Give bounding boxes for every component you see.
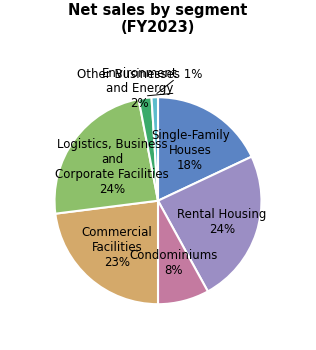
Wedge shape bbox=[158, 97, 252, 201]
Wedge shape bbox=[151, 97, 158, 201]
Wedge shape bbox=[139, 97, 158, 201]
Wedge shape bbox=[158, 157, 261, 292]
Wedge shape bbox=[55, 201, 158, 304]
Wedge shape bbox=[158, 201, 208, 304]
Text: Environment
and Energy
2%: Environment and Energy 2% bbox=[101, 68, 177, 111]
Wedge shape bbox=[55, 99, 158, 214]
Text: Condominiums
8%: Condominiums 8% bbox=[130, 249, 218, 277]
Text: Rental Housing
24%: Rental Housing 24% bbox=[177, 208, 267, 236]
Text: Commercial
Facilities
23%: Commercial Facilities 23% bbox=[82, 226, 152, 269]
Text: Logistics, Business
and
Corporate Facilities
24%: Logistics, Business and Corporate Facili… bbox=[55, 138, 169, 196]
Text: Single-Family
Houses
18%: Single-Family Houses 18% bbox=[151, 128, 229, 172]
Title: Net sales by segment
(FY2023): Net sales by segment (FY2023) bbox=[68, 2, 248, 35]
Text: Other Businesses 1%: Other Businesses 1% bbox=[77, 68, 202, 81]
